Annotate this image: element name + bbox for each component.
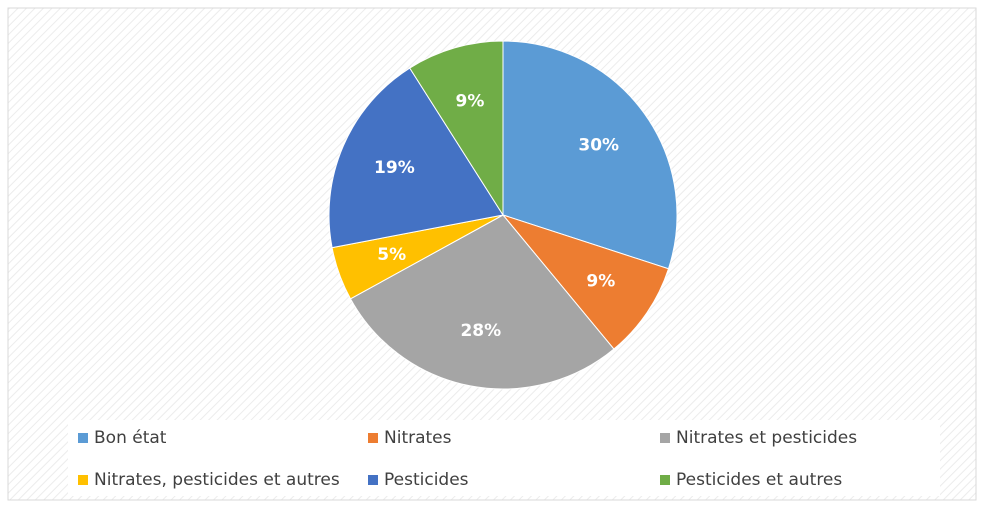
pie-slice <box>409 40 504 217</box>
legend-box <box>68 420 940 496</box>
legend-swatch <box>660 475 670 485</box>
legend-swatch <box>368 475 378 485</box>
legend-swatch <box>660 433 670 443</box>
data-label: 5% <box>377 245 406 265</box>
legend-swatch <box>368 433 378 443</box>
pie-slice <box>328 67 504 249</box>
legend-label: Nitrates <box>384 428 452 448</box>
legend-label: Bon état <box>94 428 167 448</box>
legend-swatch <box>78 475 88 485</box>
data-label: 9% <box>586 272 615 292</box>
pie-slice <box>501 213 670 350</box>
legend-label: Pesticides <box>384 470 469 490</box>
legend-label: Nitrates, pesticides et autres <box>94 470 340 490</box>
data-label: 9% <box>456 91 485 111</box>
data-label: 30% <box>578 135 619 155</box>
legend-swatch <box>78 433 88 443</box>
legend-label: Nitrates et pesticides <box>676 428 857 448</box>
pie-slice <box>502 40 678 270</box>
legend-label: Pesticides et autres <box>676 470 842 490</box>
data-label: 28% <box>460 321 501 341</box>
data-label: 19% <box>374 158 415 178</box>
pie-slice <box>349 214 615 390</box>
